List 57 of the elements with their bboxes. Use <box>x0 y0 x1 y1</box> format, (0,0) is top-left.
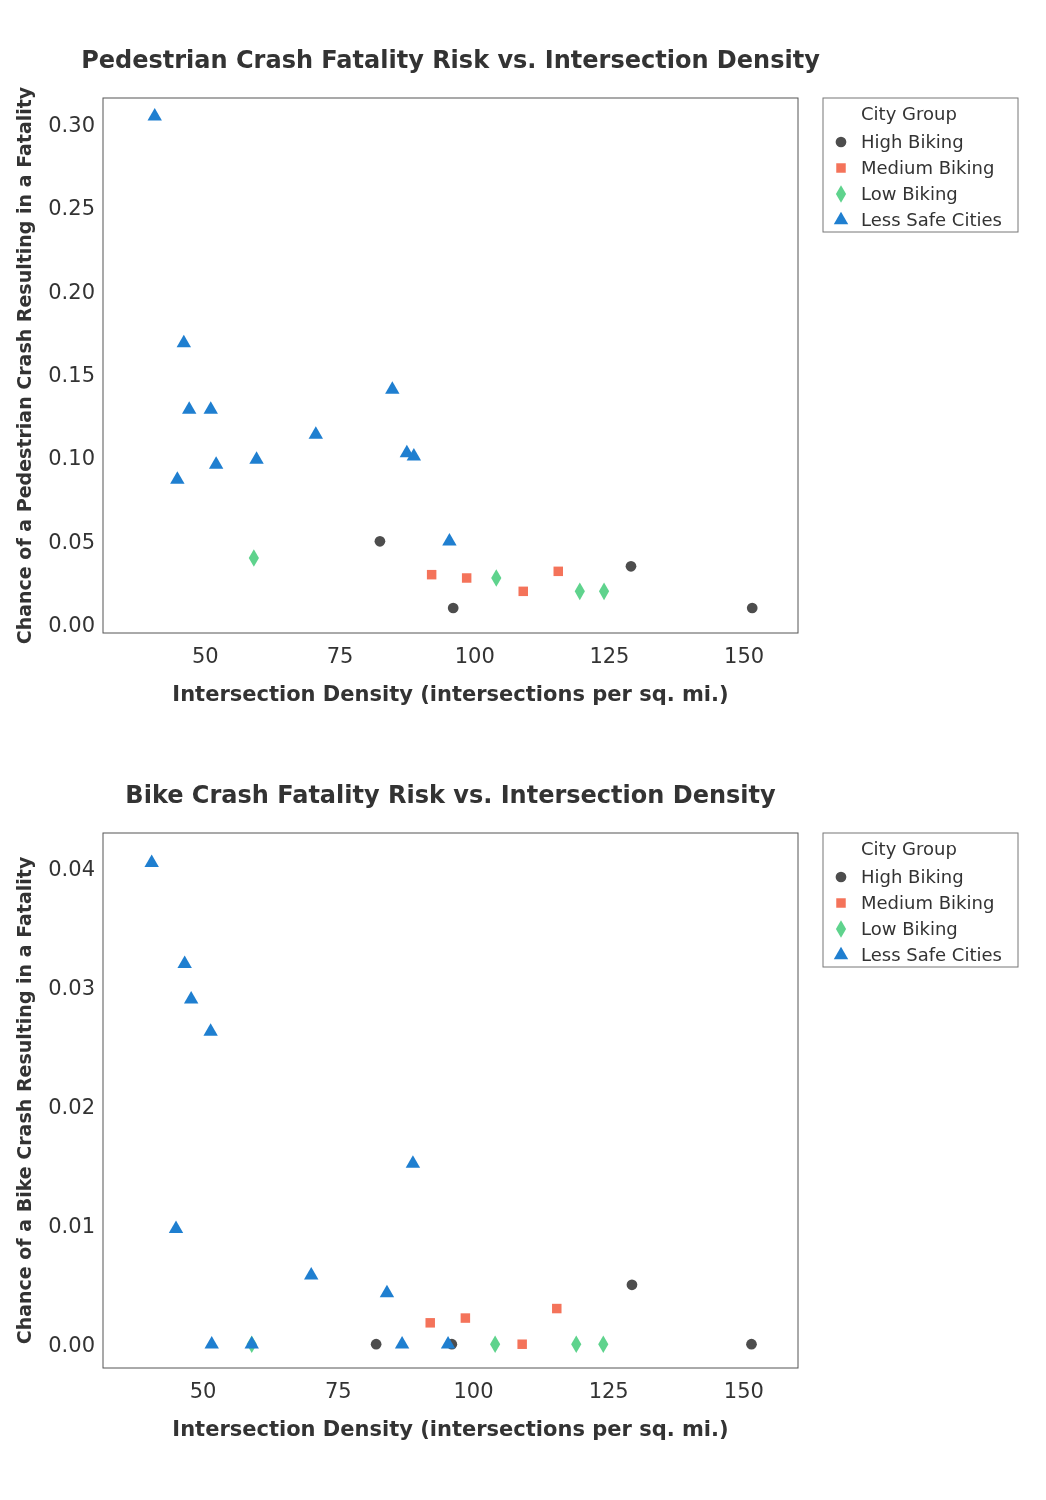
legend-label: Less Safe Cities <box>861 209 1002 230</box>
x-tick-label: 75 <box>326 644 354 668</box>
point <box>144 854 159 867</box>
point <box>552 1303 562 1314</box>
point <box>425 1318 435 1328</box>
chart-title: Pedestrian Crash Fatality Risk vs. Intersection Density <box>81 46 821 74</box>
x-axis-title: Intersection Density (intersections per sq. mi.) <box>172 682 729 706</box>
legend-label: Medium Biking <box>861 157 995 178</box>
y-tick-label: 0.30 <box>48 113 95 138</box>
y-tick-label: 0.03 <box>48 975 95 1000</box>
legend-label: Less Safe Cities <box>861 944 1002 965</box>
point <box>304 1266 319 1280</box>
point <box>204 1335 219 1349</box>
y-tick-label: 0.20 <box>48 279 95 304</box>
y-axis-title: Chance of a Pedestrian Crash Resulting in a Fatality <box>13 86 35 645</box>
x-tick-label: 100 <box>454 644 495 668</box>
y-tick-label: 0.04 <box>48 857 95 882</box>
x-tick-label: 125 <box>589 644 630 668</box>
x-tick-label: 50 <box>192 644 219 668</box>
point <box>244 1335 259 1349</box>
point <box>370 1338 382 1350</box>
point <box>394 1335 410 1349</box>
y-tick-label: 0.00 <box>48 613 95 638</box>
y-tick-label: 0.15 <box>48 363 95 388</box>
x-tick-label: 150 <box>724 644 765 668</box>
point <box>626 1279 638 1291</box>
chart-title: Bike Crash Fatality Risk vs. Intersection Density <box>125 781 776 809</box>
y-tick-label: 0.25 <box>48 196 95 221</box>
legend-label: High Biking <box>861 131 964 152</box>
point <box>405 1155 421 1168</box>
point <box>746 1338 757 1350</box>
y-tick-label: 0.10 <box>48 446 95 471</box>
x-tick-label: 75 <box>324 1379 352 1403</box>
point <box>379 1284 395 1298</box>
legend-label: Medium Biking <box>861 892 995 913</box>
y-axis-title: Chance of a Bike Crash Resulting in a Fatality <box>13 856 35 1345</box>
legend-title: City Group <box>861 103 957 124</box>
point <box>168 1220 184 1234</box>
y-tick-label: 0.05 <box>48 529 95 554</box>
legend-label: Low Biking <box>861 183 958 204</box>
point <box>203 1023 218 1036</box>
x-tick-label: 100 <box>453 1379 494 1403</box>
x-tick-label: 50 <box>189 1379 217 1403</box>
legend-label: Low Biking <box>861 918 958 939</box>
x-axis-title: Intersection Density (intersections per sq. mi.) <box>172 1417 729 1441</box>
point <box>177 955 192 968</box>
point <box>517 1339 527 1349</box>
legend-label: High Biking <box>861 866 964 887</box>
point <box>460 1313 471 1323</box>
point <box>183 991 199 1004</box>
y-tick-label: 0.02 <box>48 1094 95 1119</box>
x-tick-label: 125 <box>588 1379 629 1403</box>
legend-title: City Group <box>861 838 957 859</box>
y-tick-label: 0.01 <box>48 1213 95 1238</box>
y-tick-label: 0.00 <box>48 1332 95 1357</box>
x-tick-label: 150 <box>723 1379 764 1403</box>
point <box>440 1335 456 1349</box>
